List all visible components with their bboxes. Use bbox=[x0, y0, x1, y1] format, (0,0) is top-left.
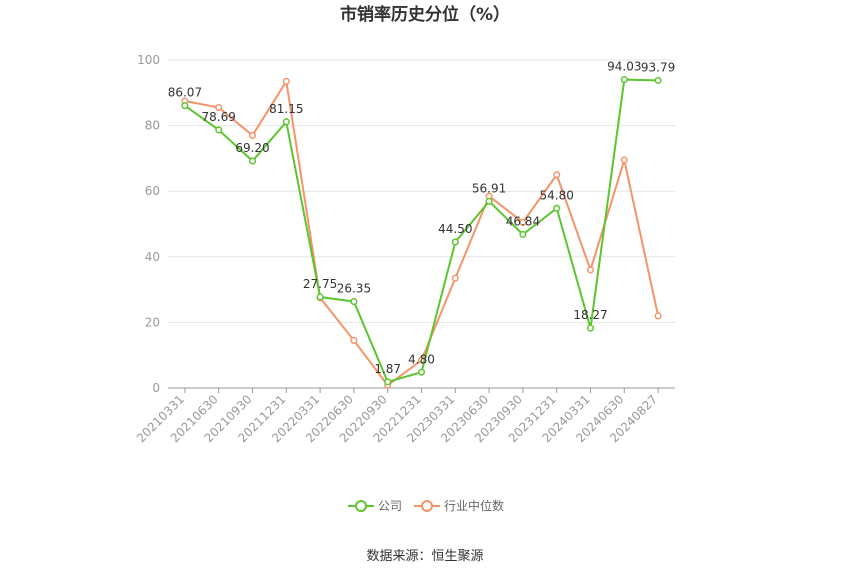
y-tick-label: 60 bbox=[145, 184, 160, 198]
legend-marker bbox=[421, 500, 433, 512]
data-point[interactable] bbox=[350, 336, 358, 344]
data-label: 81.15 bbox=[269, 102, 303, 116]
legend[interactable]: 公司 行业中位数 bbox=[348, 498, 504, 513]
data-point[interactable] bbox=[654, 312, 662, 320]
data-label: 46.84 bbox=[506, 214, 540, 228]
data-point[interactable] bbox=[316, 293, 324, 301]
data-point[interactable] bbox=[215, 104, 223, 112]
series-line bbox=[184, 78, 660, 387]
legend-marker bbox=[355, 500, 367, 512]
data-label: 26.35 bbox=[337, 282, 371, 296]
data-point[interactable] bbox=[553, 171, 561, 179]
data-label: 94.03 bbox=[607, 60, 641, 74]
data-point[interactable] bbox=[282, 118, 290, 126]
data-point[interactable] bbox=[451, 274, 459, 282]
y-tick-label: 0 bbox=[152, 381, 160, 395]
data-point[interactable] bbox=[519, 230, 527, 238]
data-point[interactable] bbox=[620, 76, 628, 84]
data-point[interactable] bbox=[248, 157, 257, 165]
data-point[interactable] bbox=[451, 238, 459, 246]
data-point[interactable] bbox=[384, 378, 392, 386]
legend-label: 公司 bbox=[378, 499, 402, 513]
data-label: 56.91 bbox=[472, 181, 506, 195]
legend-item-company[interactable]: 公司 bbox=[348, 499, 402, 513]
data-label: 93.79 bbox=[641, 60, 675, 74]
data-point[interactable] bbox=[586, 324, 595, 332]
series-industry-median bbox=[181, 77, 662, 389]
data-point[interactable] bbox=[586, 266, 595, 274]
data-label: 27.75 bbox=[303, 277, 337, 291]
data-label: 86.07 bbox=[168, 86, 202, 100]
data-label: 78.69 bbox=[202, 110, 236, 124]
data-point[interactable] bbox=[485, 197, 493, 205]
legend-item-industry-median[interactable]: 行业中位数 bbox=[414, 498, 504, 513]
y-tick-label: 40 bbox=[145, 250, 160, 264]
data-label: 69.20 bbox=[235, 141, 269, 155]
data-point[interactable] bbox=[181, 102, 189, 110]
y-tick-label: 80 bbox=[145, 119, 160, 133]
data-point[interactable] bbox=[620, 156, 628, 164]
data-point[interactable] bbox=[215, 126, 223, 134]
grid-lines bbox=[168, 59, 675, 323]
data-label: 4.80 bbox=[408, 352, 435, 366]
y-tick-label: 20 bbox=[145, 315, 160, 329]
data-point[interactable] bbox=[350, 298, 358, 306]
chart-title: 市销率历史分位（%） bbox=[340, 4, 510, 25]
data-point[interactable] bbox=[282, 77, 290, 85]
legend-label: 行业中位数 bbox=[444, 498, 504, 513]
y-axis: 0 20 40 60 80 100 bbox=[137, 53, 160, 395]
data-label: 44.50 bbox=[438, 222, 472, 236]
data-label: 18.27 bbox=[573, 308, 607, 322]
data-label: 1.87 bbox=[374, 362, 401, 376]
data-point[interactable] bbox=[553, 204, 561, 212]
data-label: 54.80 bbox=[540, 188, 574, 202]
data-point[interactable] bbox=[248, 131, 257, 139]
series-line bbox=[184, 78, 659, 384]
source-note: 数据来源：恒生聚源 bbox=[366, 549, 483, 564]
series-company bbox=[181, 76, 662, 386]
y-tick-label: 100 bbox=[137, 53, 160, 67]
x-axis: 2021033120210630202109302021123120220331… bbox=[134, 387, 675, 445]
data-point[interactable] bbox=[417, 368, 426, 376]
data-point[interactable] bbox=[654, 76, 662, 84]
data-point[interactable] bbox=[519, 218, 527, 226]
